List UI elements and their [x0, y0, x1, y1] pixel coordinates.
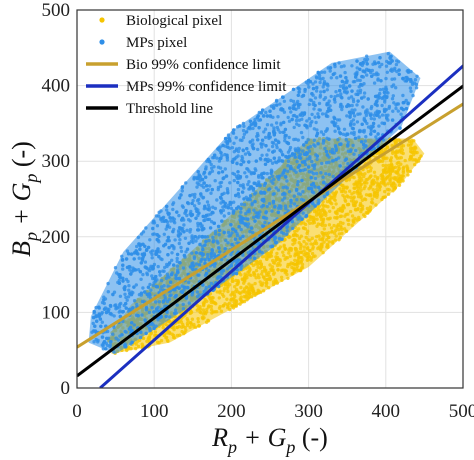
- point-clouds: [88, 51, 425, 355]
- point-series-mps-pixel: [88, 51, 421, 354]
